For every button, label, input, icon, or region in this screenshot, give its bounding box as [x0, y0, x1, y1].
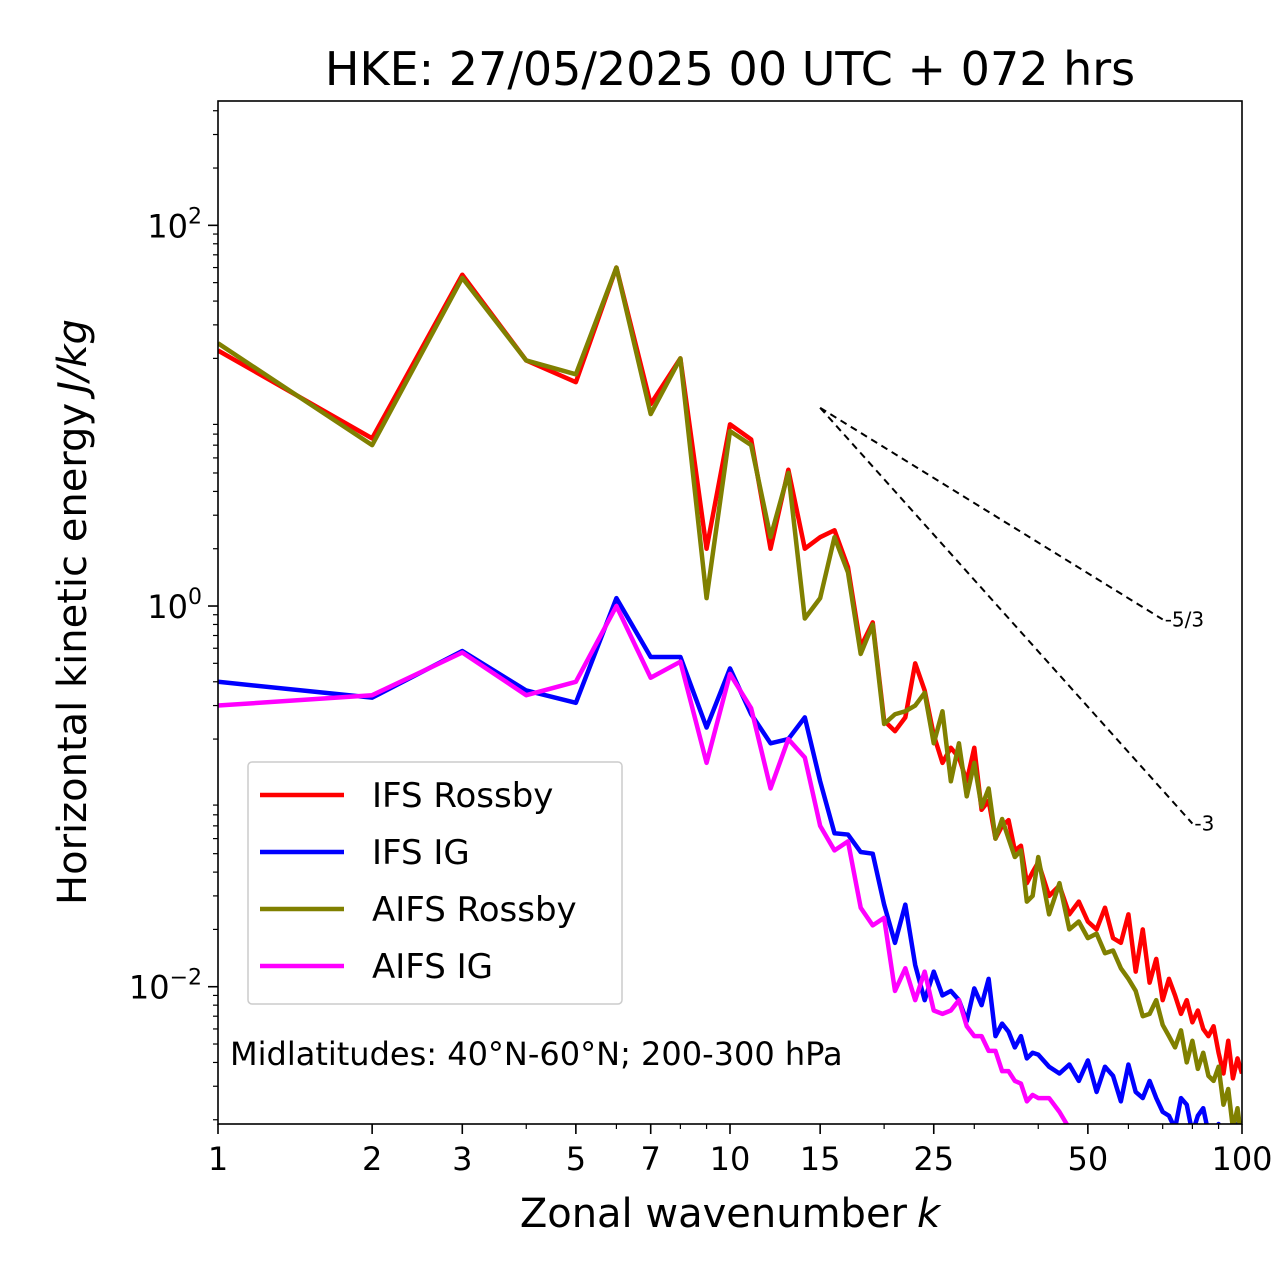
reference-line-label: -5/3: [1165, 607, 1204, 631]
legend-label-ifs-rossby: IFS Rossby: [372, 776, 553, 816]
series-aifs-rossby: [218, 265, 1242, 1124]
reference-line-label: -3: [1194, 812, 1214, 836]
y-tick-exponent: −2: [170, 966, 202, 991]
reference-line-slope-5-3: [819, 406, 1164, 621]
y-tick-base: 10: [147, 588, 188, 626]
y-tick-base: 10: [129, 969, 170, 1007]
x-tick-label: 10: [710, 1140, 751, 1178]
series-line-aifs-rossby: [218, 265, 1242, 1124]
y-axis-label-text: Horizontal kinetic energy: [50, 403, 96, 905]
x-axis-label-text: Zonal wavenumber: [520, 1191, 908, 1237]
x-tick-label: 7: [641, 1140, 661, 1178]
legend-label-aifs-ig: AIFS IG: [372, 947, 493, 987]
y-tick-exponent: 2: [188, 204, 202, 229]
reference-slopes: -5/3 -3: [819, 406, 1214, 836]
x-tick-label: 50: [1068, 1140, 1109, 1178]
y-tick-label: 10−2: [129, 966, 202, 1007]
x-tick-label: 100: [1211, 1140, 1272, 1178]
x-tick-label: 25: [913, 1140, 954, 1178]
legend-box: [247, 761, 623, 1005]
y-tick-label: 100: [147, 585, 202, 626]
x-tick-label: 3: [452, 1140, 472, 1178]
x-axis: 1 2 3 5 7 10 15 25 50 100: [208, 1124, 1273, 1178]
y-axis-label-units: J/kg: [50, 319, 96, 400]
x-axis-label-symbol: k: [917, 1191, 942, 1237]
series-line-ifs-ig: [218, 595, 1240, 1124]
x-tick-label: 2: [362, 1140, 382, 1178]
y-tick-base: 10: [147, 207, 188, 245]
x-axis-label: Zonal wavenumber k: [520, 1191, 942, 1237]
reference-line-slope-3: [819, 407, 1194, 825]
series-line-aifs-ig: [218, 603, 1070, 1124]
x-tick-label: 5: [566, 1140, 586, 1178]
series-aifs-ig: [218, 603, 1070, 1124]
region-annotation: Midlatitudes: 40°N-60°N; 200-300 hPa: [230, 1035, 843, 1073]
series-ifs-ig: [218, 595, 1240, 1124]
y-tick-label: 102: [147, 204, 202, 245]
legend: IFS Rossby IFS IG AIFS Rossby AIFS IG: [247, 761, 623, 1005]
x-tick-label: 1: [208, 1140, 228, 1178]
series-layer: [218, 265, 1242, 1124]
chart-title: HKE: 27/05/2025 00 UTC + 072 hrs: [325, 42, 1135, 96]
x-tick-label: 15: [800, 1140, 841, 1178]
y-axis-label: Horizontal kinetic energyJ/kg: [50, 319, 96, 905]
y-tick-exponent: 0: [188, 585, 202, 610]
legend-label-aifs-rossby: AIFS Rossby: [372, 890, 577, 930]
legend-label-ifs-ig: IFS IG: [372, 833, 470, 873]
